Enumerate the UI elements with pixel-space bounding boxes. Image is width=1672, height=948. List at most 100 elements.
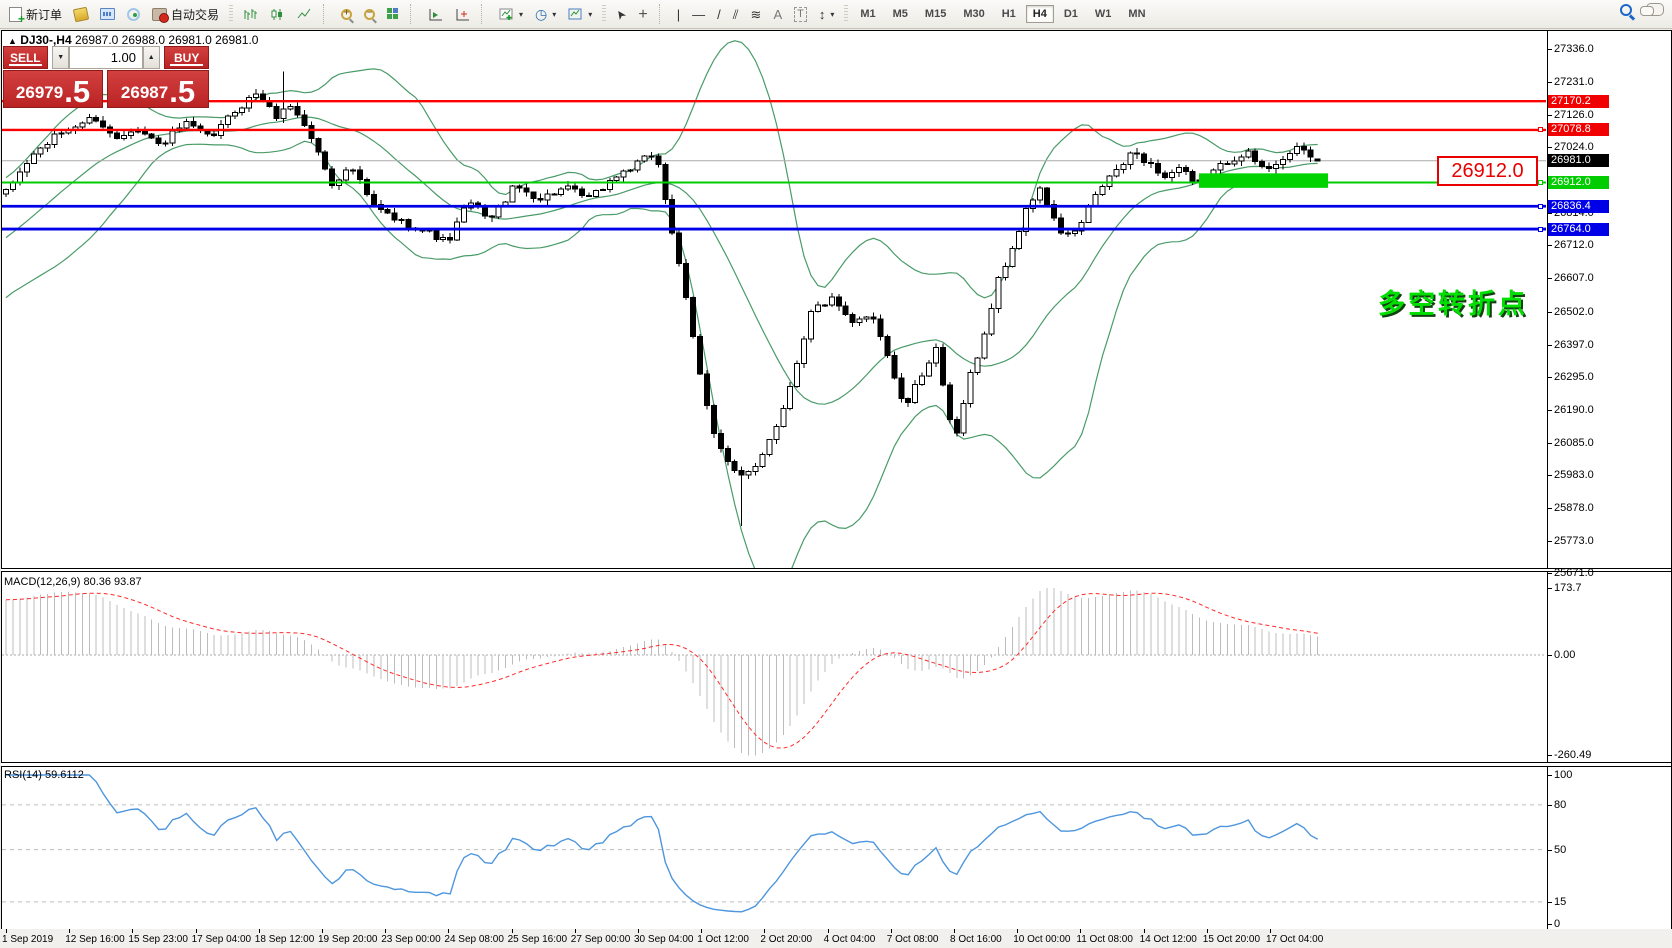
timeframe-button-w1[interactable]: W1 (1094, 8, 1112, 20)
candlestick-chart-button[interactable] (265, 2, 290, 26)
buy-price-display[interactable]: 26987 .5 (107, 70, 209, 108)
price-axis-label: 26295.0 (1554, 370, 1594, 383)
buy-button-label: BUY (174, 50, 200, 65)
price-axis-label: 26502.0 (1554, 305, 1594, 318)
price-callout-box[interactable]: 26912.0 (1437, 156, 1538, 186)
search-icon[interactable] (1620, 3, 1632, 16)
auto-scroll-button[interactable] (423, 2, 448, 26)
rsi-indicator-canvas[interactable] (2, 767, 1547, 928)
autotrading-label: 自动交易 (171, 7, 220, 22)
chart-window (1, 30, 1672, 930)
time-axis-tick (1080, 929, 1082, 933)
price-axis-border (1547, 30, 1548, 929)
timeframe-button-h4[interactable]: H4 (1025, 5, 1054, 23)
timeframe-button-m1[interactable]: M1 (860, 8, 876, 20)
horizontal-line-tool-button[interactable]: — (687, 2, 710, 26)
price-axis-tick (1548, 376, 1552, 378)
bar-chart-button[interactable] (238, 2, 263, 26)
candlestick-chart-icon (271, 8, 283, 20)
cursor-tool-button[interactable]: ➤ (611, 2, 631, 26)
crosshair-tool-button[interactable]: + (633, 2, 652, 26)
bar-chart-icon (244, 8, 258, 20)
timeframe-button-d1[interactable]: D1 (1063, 8, 1078, 20)
text-label-tool-button[interactable]: T (789, 2, 812, 26)
quotes-label: 26987.0 26988.0 26981.0 26981.0 (74, 33, 259, 47)
terminal-button[interactable] (95, 2, 120, 26)
volume-decrease-button[interactable]: ▼ (52, 46, 69, 69)
volume-increase-button[interactable]: ▲ (143, 46, 160, 69)
line-end-marker[interactable] (1538, 179, 1543, 185)
indicators-button[interactable]: ▾ (494, 2, 528, 26)
price-axis-tick (1548, 278, 1552, 280)
signals-button[interactable] (122, 2, 145, 26)
timeframe-button-m5[interactable]: M5 (892, 8, 908, 20)
bollinger-band (5, 40, 1318, 299)
line-end-marker[interactable] (1538, 226, 1543, 232)
sell-price-pips: .5 (64, 74, 91, 109)
time-axis-tick (764, 929, 766, 933)
sell-price-display[interactable]: 26979 .5 (3, 70, 103, 108)
time-axis-label: 4 Oct 04:00 (823, 934, 876, 945)
periods-button[interactable]: ◷ ▾ (530, 2, 561, 26)
dropdown-caret-icon: ▾ (830, 9, 835, 19)
text-tool-button[interactable]: A (768, 2, 787, 26)
time-axis-label: 11 Oct 08:00 (1076, 934, 1133, 945)
highlight-rectangle[interactable] (1199, 173, 1328, 188)
toolbar-right-group (1620, 3, 1664, 16)
macd-indicator-canvas[interactable] (2, 572, 1547, 762)
tile-windows-icon (387, 8, 399, 20)
arrows-tool-button[interactable]: ↕ ▾ (814, 2, 840, 26)
main-chart-canvas[interactable] (2, 31, 1547, 568)
buy-button[interactable]: BUY (164, 46, 209, 69)
main-macd-separator[interactable] (1, 568, 1671, 572)
time-axis-label: 1 Sep 2019 (2, 934, 54, 945)
time-axis-tick (1143, 929, 1145, 933)
timeframe-button-h1[interactable]: H1 (1001, 8, 1016, 20)
arrows-icon: ↕ (818, 6, 826, 22)
vertical-line-tool-button[interactable]: | (672, 2, 685, 26)
autotrading-button[interactable]: 自动交易 (147, 2, 224, 26)
trendline-tool-button[interactable]: / (712, 2, 726, 26)
sell-button[interactable]: SELL (3, 46, 48, 69)
time-axis-label: 27 Sep 00:00 (570, 934, 631, 945)
timeframe-button-m30[interactable]: M30 (963, 8, 985, 20)
time-axis-tick (385, 929, 387, 933)
equidistant-channel-tool-button[interactable]: ⫽ (728, 2, 744, 26)
zoom-in-button[interactable]: + (336, 2, 357, 26)
toolbar-gripper[interactable] (229, 5, 234, 23)
volume-input[interactable] (69, 46, 143, 69)
timeframe-button-m15[interactable]: M15 (924, 8, 947, 20)
time-axis-tick (6, 929, 7, 933)
price-axis-tick (1548, 147, 1552, 149)
price-axis-tick (1548, 442, 1552, 444)
timeframe-button-mn[interactable]: MN (1128, 8, 1146, 20)
line-end-marker[interactable] (1538, 127, 1543, 133)
chart-shift-button[interactable] (450, 2, 475, 26)
rsi-axis-tick (1548, 804, 1552, 806)
collapse-panel-icon[interactable]: ▲ (8, 36, 17, 46)
one-click-trading-panel: SELL ▼ ▲ BUY 26979 .5 26987 .5 (3, 46, 209, 108)
metaeditor-button[interactable] (69, 2, 93, 26)
chat-icon[interactable] (1640, 3, 1664, 16)
new-order-button[interactable]: 新订单 (4, 2, 67, 26)
zoom-out-button[interactable]: − (359, 2, 380, 26)
toolbar-gripper[interactable] (844, 5, 849, 23)
templates-button[interactable]: ▾ (563, 2, 597, 26)
price-axis-label: 25878.0 (1554, 501, 1594, 514)
line-end-marker[interactable] (1538, 203, 1543, 209)
new-order-label: 新订单 (26, 7, 63, 22)
macd-rsi-separator[interactable] (1, 762, 1671, 767)
line-chart-button[interactable] (292, 2, 317, 26)
fibonacci-tool-button[interactable]: ≋ (746, 2, 767, 26)
macd-axis-label: 173.7 (1554, 582, 1582, 594)
metaeditor-icon (72, 6, 90, 22)
pivot-annotation-text[interactable]: 多空转折点 (1378, 289, 1528, 319)
toolbar-gripper[interactable] (602, 5, 607, 23)
time-axis[interactable]: 1 Sep 2019 12 Sep 16:00 15 Sep 23:00 17 Sep… (0, 929, 1672, 948)
rsi-axis-tick (1548, 775, 1552, 776)
tile-windows-button[interactable] (382, 2, 404, 26)
price-tag-26836.4: 26836.4 (1548, 199, 1609, 213)
time-axis-label: 2 Oct 20:00 (760, 934, 813, 945)
time-axis-tick (69, 929, 71, 933)
price-axis-label: 25671.0 (1554, 567, 1594, 580)
